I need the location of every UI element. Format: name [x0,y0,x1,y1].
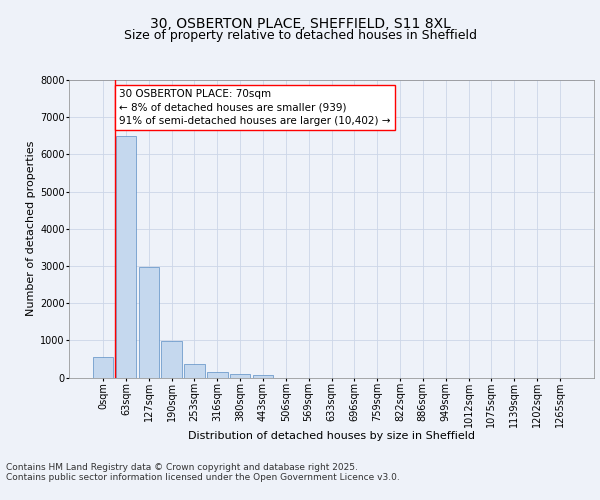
Text: 30, OSBERTON PLACE, SHEFFIELD, S11 8XL: 30, OSBERTON PLACE, SHEFFIELD, S11 8XL [149,18,451,32]
Bar [161,342,182,378]
Bar [93,356,113,378]
Bar [184,364,205,378]
Text: 30 OSBERTON PLACE: 70sqm
← 8% of detached houses are smaller (939)
91% of semi-d: 30 OSBERTON PLACE: 70sqm ← 8% of detache… [119,90,391,126]
Bar [253,375,273,378]
Bar [230,374,250,378]
Bar [116,136,136,378]
Y-axis label: Number of detached properties: Number of detached properties [26,141,36,316]
Text: Size of property relative to detached houses in Sheffield: Size of property relative to detached ho… [124,29,476,42]
Text: Contains public sector information licensed under the Open Government Licence v3: Contains public sector information licen… [6,474,400,482]
Bar [207,372,227,378]
Text: Contains HM Land Registry data © Crown copyright and database right 2025.: Contains HM Land Registry data © Crown c… [6,464,358,472]
X-axis label: Distribution of detached houses by size in Sheffield: Distribution of detached houses by size … [188,432,475,442]
Bar [139,266,159,378]
